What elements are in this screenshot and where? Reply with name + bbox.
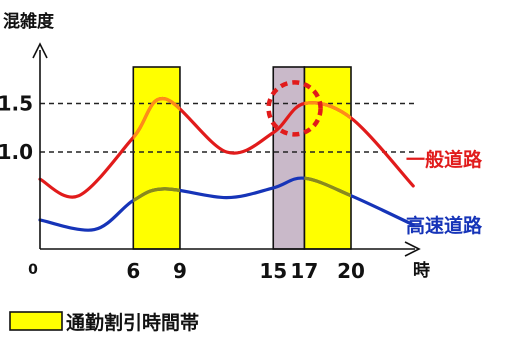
y-axis-label: 混雑度 — [3, 11, 55, 32]
x-tick-17: 17 — [290, 259, 318, 283]
x-tick-20: 20 — [337, 259, 365, 283]
highlight-band — [272, 66, 306, 250]
series-line-expressway — [38, 176, 415, 232]
legend: 通勤割引時間帯 — [9, 311, 199, 334]
series-line-ordinary-road — [38, 97, 415, 199]
highlight-circle — [266, 80, 323, 137]
series-label-expressway: 高速道路 — [406, 214, 483, 237]
x-tick-15: 15 — [259, 259, 287, 283]
legend-label: 通勤割引時間帯 — [66, 311, 199, 334]
legend-swatch — [9, 311, 63, 331]
highlight-band-group — [272, 66, 306, 250]
discount-band-1 — [132, 66, 181, 250]
series-label-ordinary-road: 一般道路 — [406, 148, 483, 171]
y-tick-1-5: 1.5 — [0, 92, 33, 116]
labels: 混雑度 時 0 — [3, 11, 430, 281]
x-axis-label: 時 — [413, 260, 430, 281]
highlight-overlay — [266, 80, 323, 137]
x-tick-9: 9 — [173, 259, 187, 283]
discount-bands — [132, 66, 352, 250]
y-tick-1: 1.0 — [0, 140, 33, 164]
y-axis-arrow — [32, 42, 48, 59]
x-tick-6: 6 — [126, 259, 140, 283]
x-axis-arrow — [404, 241, 421, 257]
tick-labels: 6 9 15 17 20 1.0 1.5 — [0, 92, 365, 284]
discount-band-2 — [303, 66, 352, 250]
axes — [32, 42, 421, 257]
origin-label: 0 — [28, 262, 38, 278]
series-line-expressway-in-band — [133, 176, 352, 232]
